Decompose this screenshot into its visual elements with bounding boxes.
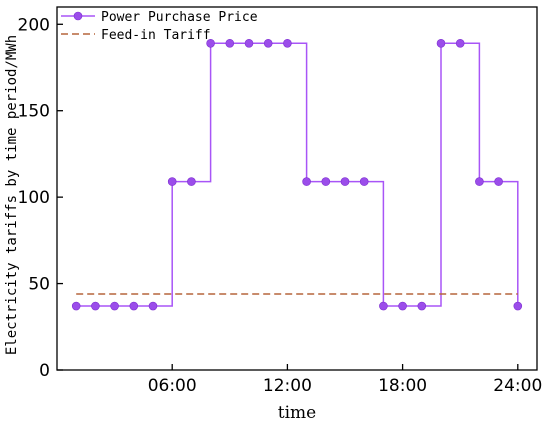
data-point	[263, 38, 273, 48]
data-point	[225, 38, 235, 48]
data-point	[244, 38, 254, 48]
y-axis-title: Electricity tariffs by time period/MWh	[4, 35, 20, 355]
x-tick-label: 12:00	[263, 376, 312, 396]
legend: Power Purchase Price Feed-in Tariff	[61, 10, 258, 43]
data-point	[129, 301, 139, 311]
data-point	[359, 177, 369, 186]
data-point	[187, 177, 196, 186]
series-layer	[71, 38, 523, 311]
y-tick-label: 150	[18, 102, 50, 122]
data-point	[110, 301, 119, 311]
x-tick-label: 18:00	[378, 376, 427, 396]
x-tick-label: 24:00	[493, 376, 542, 396]
data-point	[513, 301, 523, 311]
series-0	[71, 38, 523, 311]
data-point	[398, 301, 407, 311]
data-point	[475, 177, 484, 186]
data-point	[417, 301, 427, 311]
data-point	[148, 301, 158, 311]
axis-ticks: 06:00 12:00 18:00 24:00 0 50 100 150 200	[18, 15, 543, 396]
plot-frame	[56, 6, 538, 371]
y-tick-label: 50	[28, 275, 50, 295]
plot-border	[56, 6, 538, 371]
data-point	[167, 177, 177, 186]
data-point	[71, 301, 81, 311]
series-line-purchase	[76, 42, 519, 307]
data-point	[436, 38, 446, 48]
data-point	[283, 38, 292, 48]
legend-marker-purchase	[73, 11, 83, 21]
y-tick-label: 100	[18, 188, 50, 208]
data-point	[455, 38, 465, 48]
data-point	[206, 38, 215, 48]
x-axis-title: time	[278, 403, 316, 423]
data-point	[494, 177, 503, 186]
data-point	[340, 177, 350, 186]
data-point	[302, 177, 311, 186]
legend-label-feedin: Feed-in Tariff	[101, 28, 211, 43]
x-tick-label: 06:00	[148, 376, 197, 396]
y-tick-label: 0	[39, 361, 50, 381]
data-point	[321, 177, 331, 186]
data-point	[379, 301, 388, 311]
legend-label-purchase: Power Purchase Price	[101, 10, 258, 25]
y-tick-label: 200	[18, 15, 50, 35]
data-point	[91, 301, 100, 311]
